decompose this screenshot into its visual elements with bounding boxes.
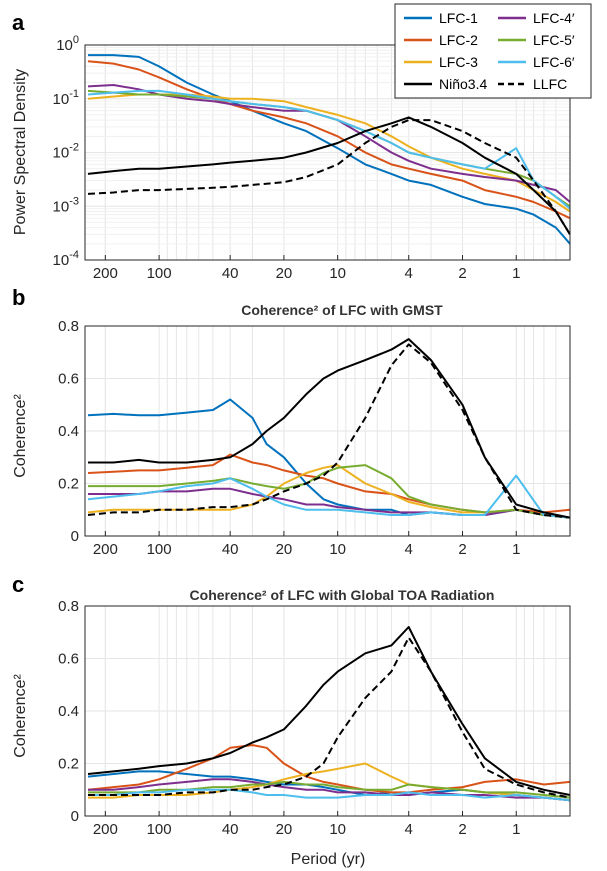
series-line-lfc-5- [88, 464, 571, 519]
legend-label: LFC-3 [439, 54, 478, 70]
series-line-lfc-2 [87, 744, 571, 794]
legend-label: LFC-6′ [533, 54, 575, 70]
panel-c-lines [87, 626, 571, 802]
y-tick-label: 10-3 [53, 195, 79, 215]
y-tick-label: 100 [56, 34, 79, 54]
series-line-ni-o3-4 [88, 338, 571, 519]
series-line-llfc [87, 343, 571, 519]
x-tick-label: 4 [405, 265, 413, 282]
y-tick-label: 0.2 [58, 756, 79, 773]
legend-label: LFC-4′ [533, 10, 575, 26]
x-tick-label: 4 [405, 541, 413, 558]
panel-b-ylabel: Coherence² [12, 394, 29, 478]
panel-b-axes-box [84, 325, 571, 537]
x-tick-label: 20 [276, 821, 293, 838]
panel-a-lines [87, 54, 571, 245]
x-tick-label: 2 [458, 541, 466, 558]
y-tick-label: 0.8 [58, 598, 79, 615]
x-tick-label: 100 [147, 821, 172, 838]
legend-box [394, 3, 592, 99]
series-line-ni-o3-4 [87, 626, 571, 796]
y-tick-label: 0 [71, 808, 79, 825]
x-tick-label: 100 [147, 541, 172, 558]
y-tick-label: 0.8 [58, 318, 79, 335]
panel-b-ticks: 0 0.2 0.4 0.6 0.8 200 100 40 20 10 4 2 1 [58, 318, 520, 558]
legend: LFC-1 LFC-2 LFC-3 Niño3.4 LFC-4′ LFC-5′ LFC-6′… [394, 3, 592, 99]
panel-c-ticks: 0 0.2 0.4 0.6 0.8 200 100 40 20 10 4 2 1 [58, 598, 520, 838]
x-tick-label: 40 [222, 265, 239, 282]
x-tick-label: 2 [458, 821, 466, 838]
y-tick-label: 10-4 [53, 249, 79, 269]
x-tick-label: 200 [93, 541, 118, 558]
series-line-lfc-6- [87, 89, 571, 210]
legend-label: LFC-1 [439, 10, 478, 26]
panel-c: 0 0.2 0.4 0.6 0.8 200 100 40 20 10 4 2 1 c Coherence… [12, 572, 571, 868]
x-tick-label: 10 [329, 541, 346, 558]
panel-a-ylabel: Power Spectral Density [12, 69, 29, 235]
series-line-llfc [88, 636, 571, 799]
x-tick-label: 2 [458, 265, 466, 282]
panel-c-axes-box [84, 605, 571, 817]
y-tick-label: 0.4 [58, 703, 79, 720]
panel-c-letter: c [12, 572, 24, 597]
legend-label: Niño3.4 [439, 76, 487, 92]
series-line-lfc-1 [88, 54, 571, 245]
series-line-lfc-4- [88, 778, 571, 802]
x-tick-label: 4 [405, 821, 413, 838]
x-tick-label: 1 [512, 265, 520, 282]
x-tick-label: 200 [93, 265, 118, 282]
x-tick-label: 20 [276, 541, 293, 558]
y-tick-label: 10-2 [53, 142, 79, 162]
panel-b-letter: b [12, 285, 25, 310]
series-line-lfc-3 [87, 464, 571, 519]
x-axis-label: Period (yr) [291, 851, 366, 868]
panel-b-lines [87, 338, 571, 519]
x-tick-label: 10 [329, 265, 346, 282]
series-line-lfc-6- [88, 788, 571, 802]
panel-b: 0 0.2 0.4 0.6 0.8 200 100 40 20 10 4 2 1 b Coherence… [12, 285, 571, 558]
y-tick-label: 0.2 [58, 476, 79, 493]
series-line-lfc-6- [87, 474, 571, 519]
y-tick-label: 0 [71, 528, 79, 545]
series-line-lfc-5- [88, 780, 571, 799]
x-tick-label: 200 [93, 821, 118, 838]
panel-b-title: Coherence² of LFC with GMST [241, 302, 443, 318]
x-tick-label: 1 [512, 821, 520, 838]
series-line-llfc [87, 119, 571, 235]
legend-label: LFC-5′ [533, 32, 575, 48]
y-tick-label: 10-1 [53, 88, 79, 108]
x-tick-label: 40 [222, 541, 239, 558]
panel-c-ylabel: Coherence² [12, 674, 29, 758]
x-tick-label: 40 [222, 821, 239, 838]
y-tick-label: 0.6 [58, 371, 79, 388]
y-tick-label: 0.4 [58, 423, 79, 440]
x-tick-label: 20 [276, 265, 293, 282]
x-tick-label: 10 [329, 821, 346, 838]
legend-label: LFC-2 [439, 32, 478, 48]
x-tick-label: 100 [147, 265, 172, 282]
series-line-lfc-2 [87, 60, 571, 220]
series-line-ni-o3-4 [87, 116, 571, 235]
legend-label: LLFC [533, 76, 567, 92]
panel-a-letter: a [12, 10, 25, 35]
panel-a-axes-box [84, 44, 571, 261]
panel-c-title: Coherence² of LFC with Global TOA Radiat… [190, 587, 495, 603]
x-tick-label: 1 [512, 541, 520, 558]
y-tick-label: 0.6 [58, 651, 79, 668]
